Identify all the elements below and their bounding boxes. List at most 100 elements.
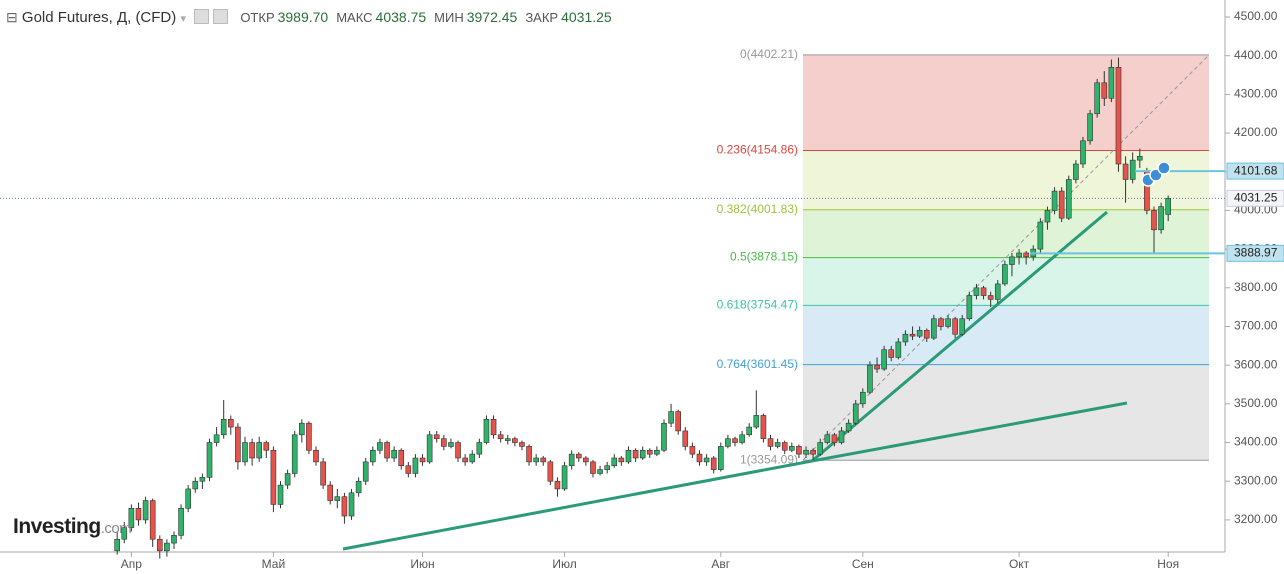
candle-body [490, 419, 497, 436]
ohlc: ОТКР 3989.70 МАКС 4038.75 МИН 3972.45 ЗАКР 4031… [232, 9, 611, 26]
candle-body [320, 461, 326, 486]
candle-body [164, 542, 170, 552]
y-tick-label: 3500.00 [1234, 396, 1278, 410]
candle-body [583, 457, 589, 463]
candle-body [533, 457, 539, 463]
candle-body [860, 391, 866, 405]
candle-body [391, 449, 397, 459]
candle-body [852, 403, 859, 424]
fib-label: 0.382(4001.83) [717, 202, 798, 216]
candle-body [632, 449, 639, 459]
candle-body [1151, 210, 1157, 231]
last-price-label: 4031.25 [1234, 191, 1278, 205]
candle-body [448, 442, 454, 447]
candle-body [185, 488, 191, 509]
candle-body [377, 442, 383, 451]
candle-body [441, 438, 447, 447]
candle-body [959, 318, 966, 335]
candle-body [235, 426, 241, 463]
candle-body [696, 453, 703, 463]
candle-body [384, 442, 390, 459]
candle-body [1101, 82, 1108, 99]
candle-body [973, 287, 980, 296]
y-tick-label: 3600.00 [1234, 357, 1278, 371]
candle-body [135, 507, 142, 521]
alert-icon [1157, 161, 1171, 175]
candle-body [831, 434, 838, 443]
candle-body [732, 438, 738, 443]
fib-band [803, 54, 1209, 151]
ohlc-label: ЗАКР [525, 10, 559, 25]
candle-body [1009, 256, 1015, 265]
settings-icon[interactable] [194, 9, 210, 24]
candle-body [739, 434, 745, 443]
ohlc-value: 3989.70 [277, 9, 329, 25]
candle-body [717, 446, 724, 470]
candle-body [192, 480, 199, 490]
collapse-icon[interactable]: ⊟ [6, 9, 18, 25]
candle-body [668, 411, 674, 424]
fib-label: 0.764(3601.45) [717, 357, 798, 371]
instrument-title: Gold Futures, Д, (CFD) [21, 9, 177, 26]
candle-body [824, 434, 831, 443]
candle-body [355, 480, 362, 494]
candle-body [327, 484, 334, 501]
y-tick-label: 4400.00 [1234, 48, 1278, 62]
candle-body [845, 422, 852, 432]
candle-body [263, 442, 270, 451]
candle-body [561, 465, 568, 490]
y-tick-label: 3200.00 [1234, 512, 1278, 526]
candle-body [121, 527, 128, 540]
candle-body [142, 500, 149, 521]
candle-body [149, 500, 156, 540]
price-box-label: 3888.97 [1234, 246, 1278, 260]
candle-body [256, 442, 263, 459]
candle-body [803, 449, 809, 455]
candle-body [1023, 252, 1029, 258]
x-tick-label: Май [262, 557, 286, 571]
x-tick-label: Июн [410, 557, 434, 571]
candle-body [284, 473, 291, 486]
candle-body [895, 341, 902, 358]
candle-body [661, 422, 667, 451]
candle-body [590, 461, 596, 474]
candle-body [796, 446, 802, 455]
candle-body [789, 446, 795, 451]
dropdown[interactable]: ▾ [180, 13, 186, 25]
candle-body [1044, 210, 1051, 223]
watermark: Investing.com [13, 515, 132, 539]
candle-body [689, 446, 696, 455]
candle-body [710, 457, 717, 470]
candle-body [291, 434, 298, 474]
candle-body [526, 446, 532, 463]
x-tick-label: Июл [552, 557, 576, 571]
candle-body [433, 434, 440, 439]
price-box [1226, 162, 1284, 180]
candle-body [313, 449, 319, 463]
fib-label: 0.5(3878.15) [730, 250, 798, 264]
fib-band [803, 364, 1209, 461]
candle-body [781, 442, 788, 451]
settings-icon[interactable] [213, 9, 229, 24]
candle-body [881, 349, 887, 370]
candle-body [987, 295, 994, 300]
fib-band [803, 209, 1209, 258]
candle-body [902, 333, 909, 343]
candle-body [604, 465, 610, 470]
candle-body [206, 442, 213, 478]
candle-body [568, 453, 575, 467]
candle-body [114, 538, 120, 552]
candle-body [341, 496, 348, 517]
candle-body [220, 419, 227, 436]
y-tick-label: 3400.00 [1234, 435, 1278, 449]
candle-body [980, 287, 987, 296]
candle-body [597, 469, 603, 474]
candle-body [575, 453, 582, 459]
candle-body [519, 442, 525, 447]
candle-body [838, 430, 845, 443]
candle-body [171, 535, 177, 544]
candle-body [497, 434, 504, 439]
candle-body [966, 295, 973, 320]
